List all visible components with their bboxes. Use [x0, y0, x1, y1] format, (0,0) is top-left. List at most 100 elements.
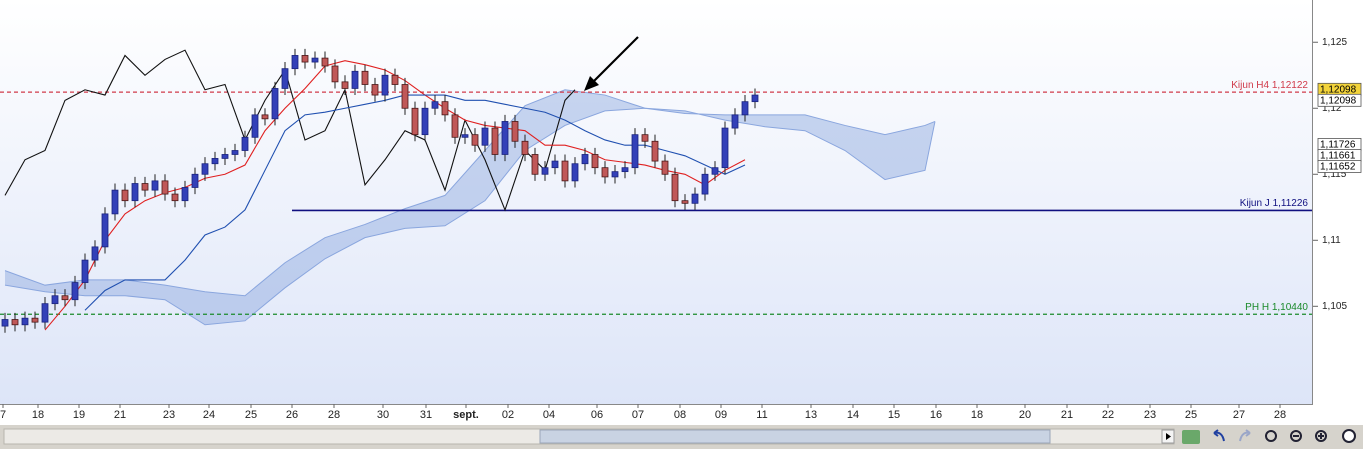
candle-body	[171, 193, 179, 202]
scroll-arrow	[1166, 433, 1171, 440]
candle-body	[471, 134, 479, 146]
y-tick-label: 1,115	[1322, 169, 1347, 180]
candle-body	[381, 74, 389, 96]
candle-body	[251, 114, 259, 138]
toolbar-icon[interactable]	[1182, 430, 1200, 444]
candle-body	[331, 65, 339, 83]
candle-body	[401, 84, 409, 109]
candle-body	[501, 121, 509, 155]
candle-body	[151, 180, 159, 191]
candle-body	[421, 107, 429, 136]
arrow-annotation	[584, 36, 639, 91]
x-tick-label: 19	[73, 409, 85, 421]
candle-body	[581, 154, 589, 165]
candle-body	[141, 183, 149, 191]
candle-body	[711, 167, 719, 175]
candle-body	[631, 134, 639, 169]
candle-body	[231, 150, 239, 155]
candle-body	[321, 57, 329, 67]
cloud-fill	[5, 89, 935, 325]
x-tick-label: 13	[805, 409, 817, 421]
level-label: Kijun J 1,11226	[1240, 198, 1309, 209]
x-tick-label: 26	[286, 409, 298, 421]
undo-icon[interactable]	[1213, 429, 1225, 442]
candle-body	[211, 158, 219, 165]
x-tick-label: 06	[591, 409, 603, 421]
x-tick-label: 23	[1144, 409, 1156, 421]
indicator-line	[4, 49, 576, 212]
x-tick-label: 25	[245, 409, 257, 421]
candle-body	[351, 70, 359, 89]
level-label: Kijun H4 1,12122	[1231, 80, 1308, 91]
candle-body	[51, 295, 59, 305]
candle-body	[11, 319, 19, 326]
zoom-in-icon[interactable]	[1315, 430, 1327, 442]
candle-body	[1, 319, 9, 327]
arrow-head	[584, 76, 599, 91]
candle-body	[181, 187, 189, 202]
candle-body	[21, 317, 29, 326]
candle-body	[161, 180, 169, 195]
price-badge-label: 1,11661	[1320, 151, 1356, 162]
x-tick-label: 15	[888, 409, 900, 421]
x-tick-label: 09	[715, 409, 727, 421]
price-badge	[1317, 93, 1362, 107]
cloud-lower	[4, 107, 936, 326]
x-tick-label: 18	[971, 409, 983, 421]
zoom-in-sign	[1318, 433, 1324, 439]
candle-body	[511, 121, 519, 142]
x-tick-label: 7	[0, 409, 6, 421]
candle-body	[271, 88, 279, 120]
candle-body	[461, 134, 469, 138]
candle-body	[121, 189, 129, 202]
candle-body	[191, 173, 199, 188]
y-tick-label: 1,105	[1322, 301, 1347, 312]
price-badge-label: 1,11726	[1320, 140, 1356, 151]
candle-body	[41, 303, 49, 323]
candle-body	[731, 114, 739, 129]
arrow-shaft	[591, 36, 639, 84]
candle-body	[281, 68, 289, 89]
candle-body	[61, 295, 69, 301]
candle-body	[221, 154, 229, 159]
y-tick-label: 1,12	[1322, 103, 1342, 114]
y-tick-label: 1,11	[1322, 235, 1341, 246]
redo-icon[interactable]	[1239, 429, 1251, 442]
x-tick-label: 07	[632, 409, 644, 421]
x-tick-label: 25	[1185, 409, 1197, 421]
x-tick-label: 28	[1274, 409, 1286, 421]
x-tick-label: 28	[328, 409, 340, 421]
zoom-out-icon[interactable]	[1290, 430, 1302, 442]
candle-body	[91, 246, 99, 261]
x-tick-label: 21	[1061, 409, 1073, 421]
candle-body	[601, 167, 609, 178]
candle-body	[361, 70, 369, 85]
candle-body	[721, 127, 729, 169]
candle-body	[31, 317, 39, 323]
zoom-fit-icon[interactable]	[1265, 430, 1277, 442]
candle-body	[531, 154, 539, 175]
scroll-thumb[interactable]	[539, 429, 1051, 444]
candle-body	[491, 127, 499, 155]
plot-area	[0, 0, 1312, 404]
candle-body	[451, 114, 459, 138]
x-tick-label: 02	[502, 409, 514, 421]
price-badge	[1317, 160, 1362, 173]
crosshair-icon[interactable]	[1342, 429, 1356, 443]
x-tick-label: 18	[32, 409, 44, 421]
candle-body	[561, 160, 569, 182]
candle-body	[691, 193, 699, 204]
toolbar	[0, 425, 1363, 449]
price-badge-label: 1,12098	[1320, 95, 1357, 106]
candle-body	[541, 167, 549, 175]
price-badge-label: 1,12098	[1320, 84, 1357, 95]
candle-body	[701, 173, 709, 195]
x-tick-label: 11	[756, 409, 767, 421]
candle-body	[81, 259, 89, 283]
candle-body	[431, 101, 439, 109]
x-tick-label: 23	[163, 409, 175, 421]
candle-body	[521, 140, 529, 155]
x-tick-label: 04	[543, 409, 555, 421]
candle-body	[291, 55, 299, 70]
price-axis-panel	[1313, 0, 1363, 425]
